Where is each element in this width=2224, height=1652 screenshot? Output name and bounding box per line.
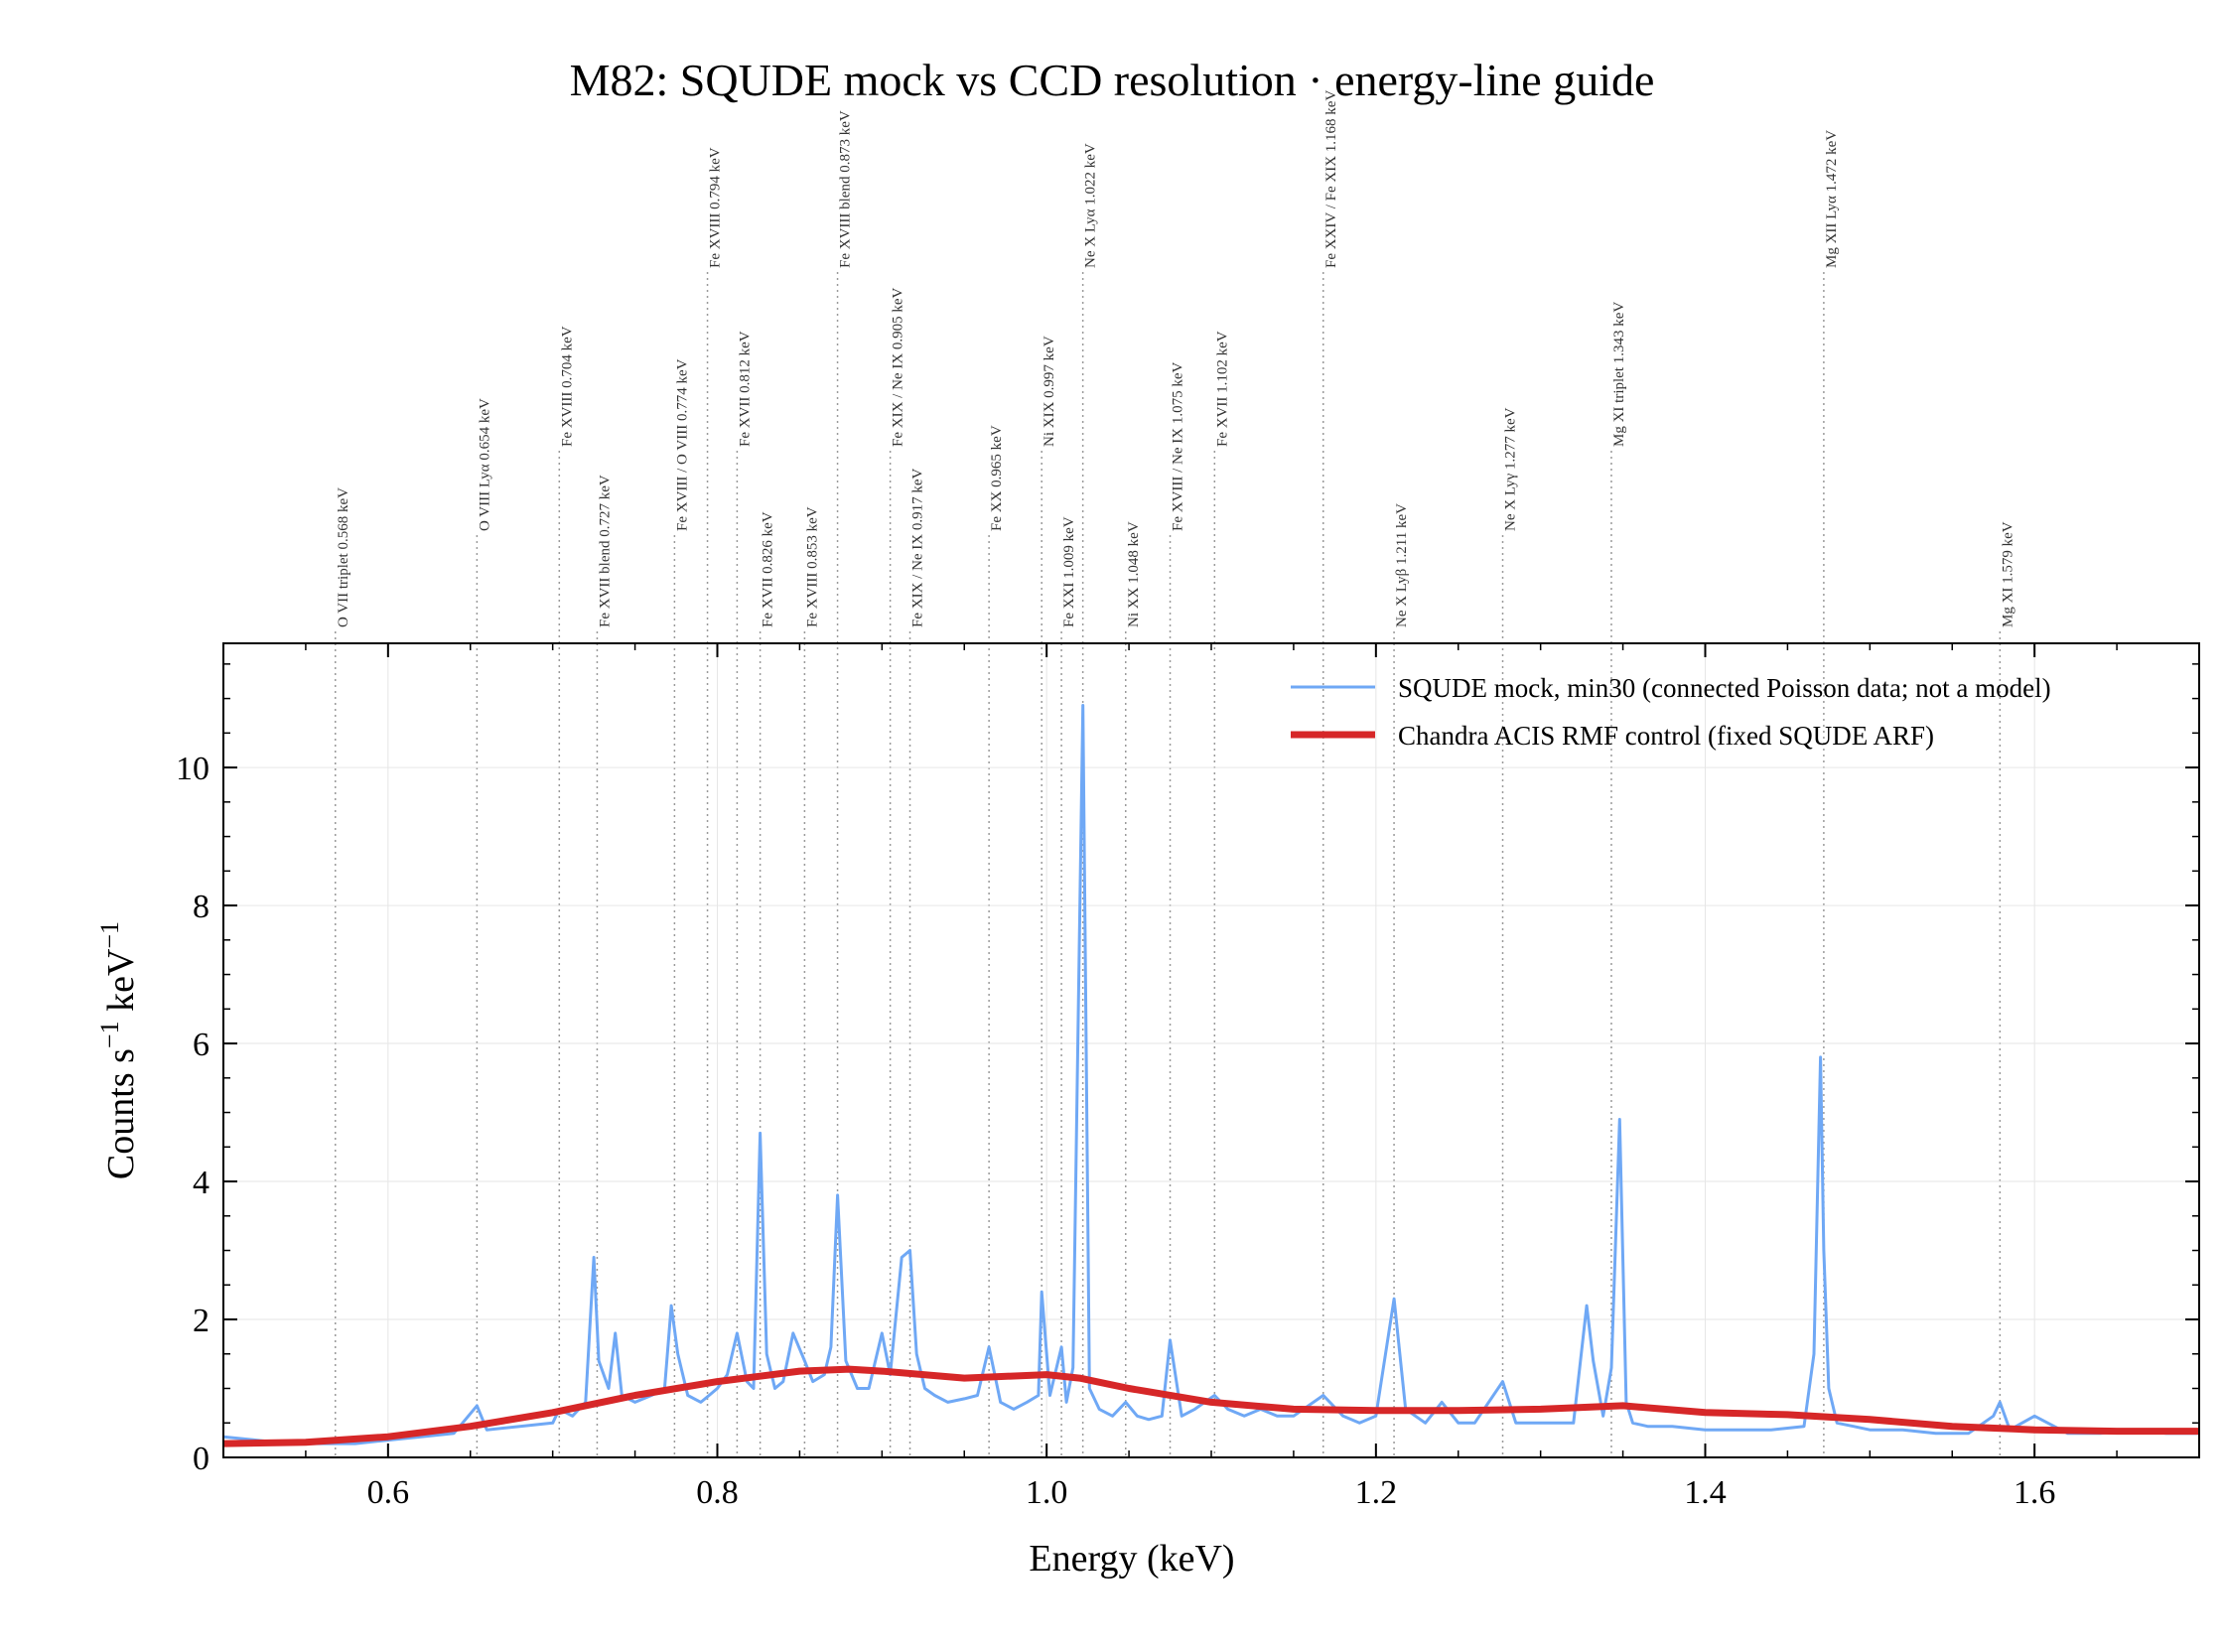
guide-label-21: Ne X Lyγ 1.277 keV bbox=[1503, 407, 1519, 531]
series-group bbox=[223, 704, 2199, 1447]
guide-label-8: Fe XVIII 0.853 keV bbox=[804, 506, 820, 627]
y-tick-label-3: 6 bbox=[193, 1027, 209, 1063]
series-line-0 bbox=[223, 704, 2199, 1446]
guide-label-10: Fe XIX / Ne IX 0.905 keV bbox=[891, 287, 906, 447]
axis-ticks: 0.6 0.8 1.0 1.2 1.4 1.6 0 2 4 6 8 10 bbox=[176, 643, 2200, 1511]
guide-label-13: Ni XIX 0.997 keV bbox=[1042, 336, 1057, 447]
y-tick-label-5: 10 bbox=[176, 751, 209, 787]
chart-title: M82: SQUDE mock vs CCD resolution · ener… bbox=[570, 55, 1655, 105]
guide-label-17: Fe XVIII / Ne IX 1.075 keV bbox=[1171, 361, 1186, 531]
x-tick-label-4: 1.4 bbox=[1684, 1474, 1727, 1511]
plot-frame bbox=[222, 642, 2200, 1458]
x-tick-label-0: 0.6 bbox=[367, 1474, 410, 1511]
guide-label-0: O VII triplet 0.568 keV bbox=[336, 487, 351, 627]
x-axis-label: Energy (keV) bbox=[1029, 1538, 1234, 1580]
y-tick-label-0: 0 bbox=[193, 1441, 209, 1477]
series-line-1 bbox=[223, 1365, 2199, 1447]
guide-label-5: Fe XVIII 0.794 keV bbox=[708, 147, 724, 268]
guide-label-14: Fe XXI 1.009 keV bbox=[1061, 516, 1077, 627]
guide-label-23: Mg XII Lyα 1.472 keV bbox=[1824, 130, 1840, 268]
guide-label-20: Ne X Lyβ 1.211 keV bbox=[1394, 503, 1410, 627]
y-tick-label-4: 8 bbox=[193, 889, 209, 925]
guide-label-12: Fe XX 0.965 keV bbox=[989, 425, 1005, 531]
x-tick-label-2: 1.0 bbox=[1026, 1474, 1068, 1511]
y-axis-label-sup2: −1 bbox=[95, 921, 124, 949]
guide-label-9: Fe XVIII blend 0.873 keV bbox=[838, 110, 854, 268]
legend-label-squde: SQUDE mock, min30 (connected Poisson dat… bbox=[1398, 673, 2051, 703]
guide-label-7: Fe XVII 0.826 keV bbox=[761, 511, 776, 627]
x-tick-label-1: 0.8 bbox=[696, 1474, 739, 1511]
legend: SQUDE mock, min30 (connected Poisson dat… bbox=[1291, 673, 2051, 751]
guide-label-18: Fe XVII 1.102 keV bbox=[1214, 331, 1230, 447]
guide-label-19: Fe XXIV / Fe XIX 1.168 keV bbox=[1323, 90, 1339, 268]
guide-label-6: Fe XVII 0.812 keV bbox=[737, 331, 753, 447]
guide-label-16: Ni XX 1.048 keV bbox=[1126, 521, 1142, 627]
x-tick-label-3: 1.2 bbox=[1355, 1474, 1398, 1511]
energy-line-guides: O VII triplet 0.568 keV O VIII Lyα 0.654 … bbox=[335, 90, 2016, 1457]
guide-label-22: Mg XI triplet 1.343 keV bbox=[1611, 302, 1627, 447]
guide-label-15: Ne X Lyα 1.022 keV bbox=[1083, 143, 1099, 268]
x-tick-label-5: 1.6 bbox=[2014, 1474, 2056, 1511]
y-tick-label-2: 4 bbox=[193, 1165, 209, 1201]
legend-label-chandra: Chandra ACIS RMF control (fixed SQUDE AR… bbox=[1398, 721, 1934, 751]
guide-label-1: O VIII Lyα 0.654 keV bbox=[477, 398, 492, 531]
y-tick-label-1: 2 bbox=[193, 1303, 209, 1339]
guide-label-3: Fe XVII blend 0.727 keV bbox=[597, 475, 613, 627]
guide-label-24: Mg XI 1.579 keV bbox=[2000, 521, 2016, 627]
grid-lines bbox=[223, 643, 2199, 1458]
y-axis-label: Counts s−1 keV−1 bbox=[95, 921, 142, 1179]
guide-label-4: Fe XVIII / O VIII 0.774 keV bbox=[674, 358, 690, 531]
y-axis-label-mid: keV bbox=[100, 948, 142, 1021]
guide-label-2: Fe XVIII 0.704 keV bbox=[559, 326, 575, 447]
y-axis-label-sup1: −1 bbox=[95, 1021, 124, 1048]
y-axis-label-main: Counts s bbox=[100, 1048, 142, 1179]
guide-label-11: Fe XIX / Ne IX 0.917 keV bbox=[910, 468, 926, 627]
